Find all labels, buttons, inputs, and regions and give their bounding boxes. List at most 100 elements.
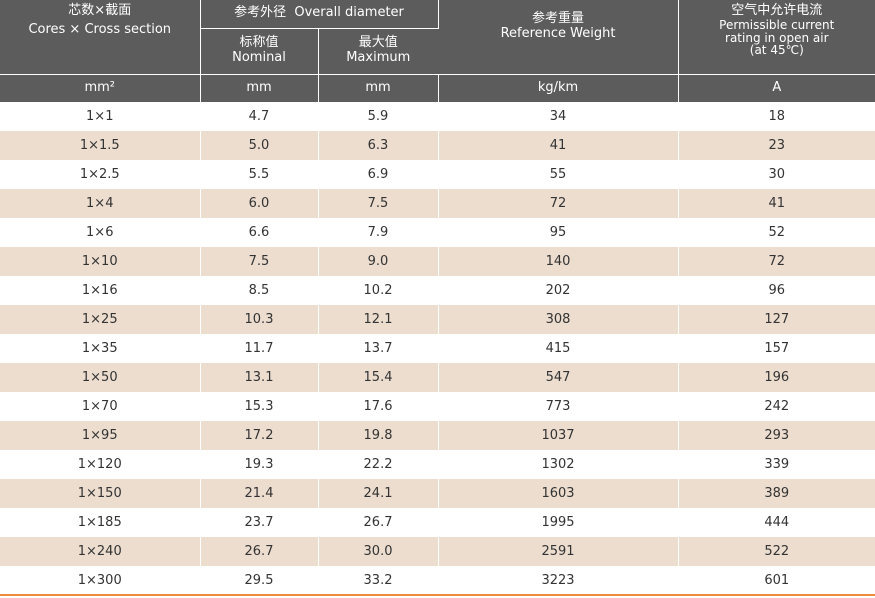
header-current-en1: Permissible current — [719, 17, 835, 32]
header-current-zh: 空气中允许电流 — [731, 3, 823, 18]
cell-current: 96 — [678, 276, 875, 305]
cell-maximum: 6.9 — [318, 160, 439, 189]
cell-maximum: 7.5 — [318, 189, 439, 218]
cell-nominal: 5.5 — [200, 160, 319, 189]
header-overall-diameter: 参考外径 Overall diameter — [200, 0, 439, 29]
table-row: 1×4 6.0 7.5 72 41 — [0, 189, 875, 218]
cell-section: 1×10 — [0, 247, 201, 276]
cell-weight: 3223 — [438, 566, 679, 596]
header-weight-en: Reference Weight — [500, 25, 616, 41]
header-nominal: 标称值 Nominal — [200, 28, 319, 75]
cell-weight: 2591 — [438, 537, 679, 566]
cell-maximum: 17.6 — [318, 392, 439, 421]
table-row: 1×150 21.4 24.1 1603 389 — [0, 479, 875, 508]
cell-weight: 1995 — [438, 508, 679, 537]
table-header: 芯数×截面 Cores × Cross section 参考外径 Overall… — [0, 0, 875, 102]
header-cores: 芯数×截面 Cores × Cross section — [0, 0, 201, 75]
cell-nominal: 8.5 — [200, 276, 319, 305]
cell-current: 339 — [678, 450, 875, 479]
cell-weight: 308 — [438, 305, 679, 334]
table-row: 1×240 26.7 30.0 2591 522 — [0, 537, 875, 566]
cell-weight: 1037 — [438, 421, 679, 450]
cell-section: 1×16 — [0, 276, 201, 305]
table-row: 1×50 13.1 15.4 547 196 — [0, 363, 875, 392]
cell-nominal: 7.5 — [200, 247, 319, 276]
cell-nominal: 23.7 — [200, 508, 319, 537]
table-row: 1×25 10.3 12.1 308 127 — [0, 305, 875, 334]
table-row: 1×6 6.6 7.9 95 52 — [0, 218, 875, 247]
header-current-en2: rating in open air — [725, 30, 829, 45]
cell-weight: 773 — [438, 392, 679, 421]
cell-maximum: 5.9 — [318, 102, 439, 131]
cell-maximum: 9.0 — [318, 247, 439, 276]
table-row: 1×70 15.3 17.6 773 242 — [0, 392, 875, 421]
cell-current: 444 — [678, 508, 875, 537]
header-maximum-en: Maximum — [346, 50, 411, 65]
cell-nominal: 26.7 — [200, 537, 319, 566]
cell-nominal: 10.3 — [200, 305, 319, 334]
cell-maximum: 13.7 — [318, 334, 439, 363]
cell-weight: 55 — [438, 160, 679, 189]
cell-current: 389 — [678, 479, 875, 508]
cell-current: 23 — [678, 131, 875, 160]
cell-current: 157 — [678, 334, 875, 363]
cell-maximum: 6.3 — [318, 131, 439, 160]
table-row: 1×16 8.5 10.2 202 96 — [0, 276, 875, 305]
table-row: 1×300 29.5 33.2 3223 601 — [0, 566, 875, 596]
cell-weight: 140 — [438, 247, 679, 276]
unit-cores: mm² — [0, 74, 201, 102]
cell-nominal: 17.2 — [200, 421, 319, 450]
header-weight: 参考重量 Reference Weight — [438, 0, 679, 75]
cell-weight: 202 — [438, 276, 679, 305]
cell-nominal: 4.7 — [200, 102, 319, 131]
table-row: 1×2.5 5.5 6.9 55 30 — [0, 160, 875, 189]
unit-current: A — [678, 74, 875, 102]
cell-section: 1×2.5 — [0, 160, 201, 189]
cell-maximum: 26.7 — [318, 508, 439, 537]
cell-current: 72 — [678, 247, 875, 276]
cell-maximum: 30.0 — [318, 537, 439, 566]
cell-current: 293 — [678, 421, 875, 450]
header-cores-en: Cores × Cross section — [28, 21, 172, 37]
cell-nominal: 19.3 — [200, 450, 319, 479]
header-current-en3: (at 45℃) — [749, 43, 804, 58]
cell-current: 242 — [678, 392, 875, 421]
cell-current: 127 — [678, 305, 875, 334]
cell-nominal: 11.7 — [200, 334, 319, 363]
cell-nominal: 15.3 — [200, 392, 319, 421]
header-weight-zh: 参考重量 — [532, 11, 585, 26]
cell-section: 1×1.5 — [0, 131, 201, 160]
cell-nominal: 21.4 — [200, 479, 319, 508]
cell-current: 601 — [678, 566, 875, 596]
cell-weight: 41 — [438, 131, 679, 160]
cell-section: 1×95 — [0, 421, 201, 450]
cell-section: 1×35 — [0, 334, 201, 363]
header-nominal-zh: 标称值 — [239, 35, 279, 51]
cell-section: 1×240 — [0, 537, 201, 566]
cell-maximum: 12.1 — [318, 305, 439, 334]
cell-weight: 547 — [438, 363, 679, 392]
table-row: 1×10 7.5 9.0 140 72 — [0, 247, 875, 276]
table-row: 1×185 23.7 26.7 1995 444 — [0, 508, 875, 537]
cell-maximum: 15.4 — [318, 363, 439, 392]
cell-section: 1×4 — [0, 189, 201, 218]
cell-current: 196 — [678, 363, 875, 392]
cell-maximum: 7.9 — [318, 218, 439, 247]
cell-section: 1×120 — [0, 450, 201, 479]
cell-weight: 34 — [438, 102, 679, 131]
units-row: mm² mm mm kg/km A — [0, 74, 875, 102]
table-row: 1×120 19.3 22.2 1302 339 — [0, 450, 875, 479]
table-row: 1×1.5 5.0 6.3 41 23 — [0, 131, 875, 160]
cell-weight: 72 — [438, 189, 679, 218]
cell-nominal: 13.1 — [200, 363, 319, 392]
header-maximum: 最大值 Maximum — [318, 28, 439, 75]
cell-maximum: 24.1 — [318, 479, 439, 508]
cell-current: 41 — [678, 189, 875, 218]
unit-weight: kg/km — [438, 74, 679, 102]
cell-weight: 95 — [438, 218, 679, 247]
header-cores-zh: 芯数×截面 — [68, 3, 132, 18]
cell-nominal: 6.0 — [200, 189, 319, 218]
header-maximum-zh: 最大值 — [358, 35, 398, 51]
table-row: 1×95 17.2 19.8 1037 293 — [0, 421, 875, 450]
cell-maximum: 33.2 — [318, 566, 439, 596]
